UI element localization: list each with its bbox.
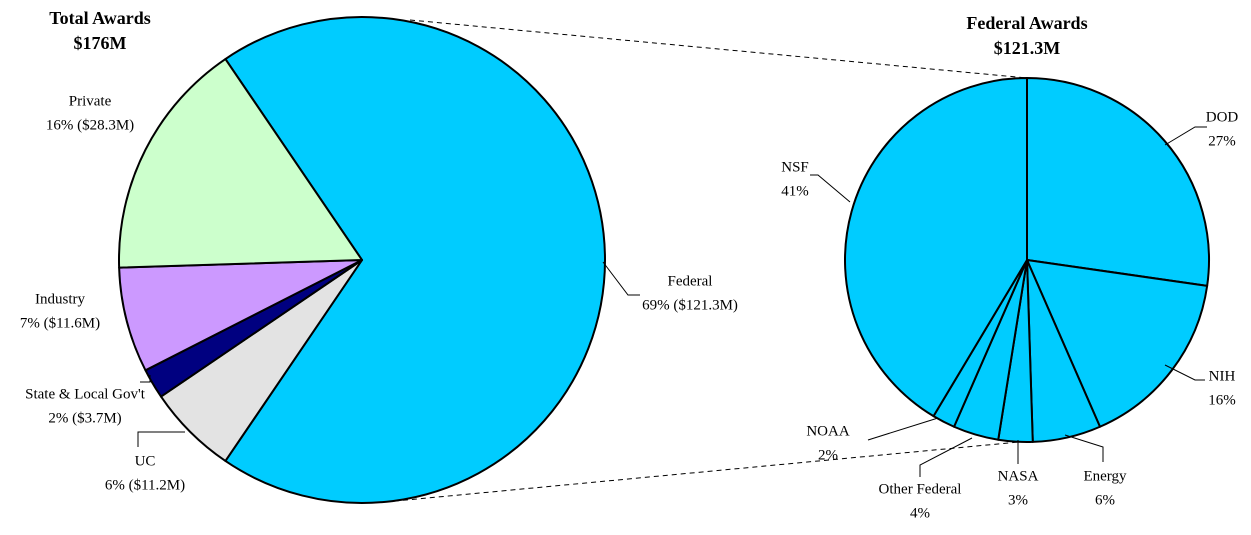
slice-value-label: 4% xyxy=(910,505,930,521)
leader-line xyxy=(1164,126,1207,146)
pie-slice xyxy=(118,259,363,372)
pie-slice xyxy=(844,77,1028,418)
chart-title: Federal Awards xyxy=(966,13,1087,33)
slice-value-label: 6% xyxy=(1095,492,1115,508)
slice-value-label: 2% xyxy=(818,447,838,463)
slice-label: DOD xyxy=(1206,109,1239,125)
slice-value-label: 6% ($11.2M) xyxy=(105,477,185,493)
slice-value-label: 3% xyxy=(1008,492,1028,508)
leader-line xyxy=(867,417,939,441)
leader-line xyxy=(1064,434,1104,462)
slice-label: NOAA xyxy=(806,423,849,439)
leader-line xyxy=(602,261,640,296)
slice-label: Other Federal xyxy=(879,481,962,497)
slice-label: NIH xyxy=(1209,368,1236,384)
chart-subtitle: $121.3M xyxy=(994,38,1061,58)
connector-line xyxy=(384,439,1041,503)
chart-subtitle: $176M xyxy=(74,33,127,53)
slice-value-label: 16% ($28.3M) xyxy=(46,117,134,133)
connector-line xyxy=(409,19,1028,79)
leader-line xyxy=(137,431,185,447)
slice-label: NSF xyxy=(781,159,809,175)
slice-value-label: 69% ($121.3M) xyxy=(642,297,738,313)
pie-slice xyxy=(1026,77,1210,287)
pie-slice xyxy=(118,58,363,269)
chart-title: Total Awards xyxy=(49,8,151,28)
slice-label: UC xyxy=(135,453,156,469)
slice-value-label: 16% xyxy=(1208,392,1236,408)
pie-slice xyxy=(1026,259,1209,428)
leader-line xyxy=(1164,364,1205,381)
slice-value-label: 2% ($3.7M) xyxy=(48,410,121,426)
slice-value-label: 41% xyxy=(781,183,809,199)
slice-label: Energy xyxy=(1083,468,1127,484)
slice-value-label: 27% xyxy=(1208,133,1236,149)
leader-line xyxy=(810,174,851,203)
slice-label: NASA xyxy=(998,468,1039,484)
leader-line xyxy=(919,437,973,477)
pie-slice xyxy=(224,16,606,504)
slice-value-label: 7% ($11.6M) xyxy=(20,315,100,331)
slice-label: Private xyxy=(69,93,112,109)
slice-label: State & Local Gov't xyxy=(25,386,146,402)
slice-label: Industry xyxy=(35,291,85,307)
leader-line xyxy=(140,375,151,383)
slice-label: Federal xyxy=(668,273,713,289)
